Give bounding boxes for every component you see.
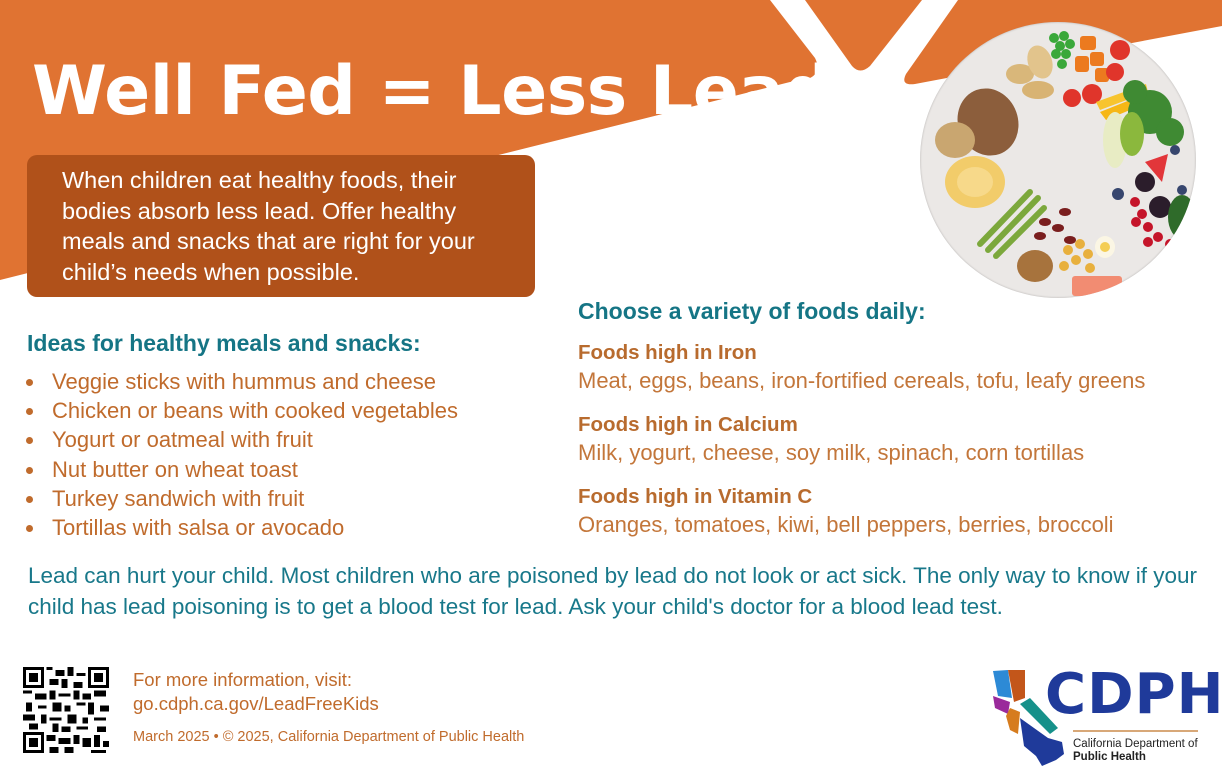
bullet-icon — [26, 525, 33, 533]
food-group-title: Foods high in Calcium — [578, 413, 798, 436]
list-item: Nut butter on wheat toast — [22, 455, 458, 484]
list-item: Turkey sandwich with fruit — [22, 484, 458, 513]
list-item: Tortillas with salsa or avocado — [22, 513, 458, 542]
lead-warning-text: Lead can hurt your child. Most children … — [28, 563, 1197, 619]
food-group-items: Milk, yogurt, cheese, soy milk, spinach,… — [578, 440, 1085, 465]
cdph-logo-text: CDPH — [1045, 662, 1222, 727]
food-group-vitamin-c: Foods high in Vitamin C Oranges, tomatoe… — [578, 484, 1114, 540]
food-group-iron: Foods high in Iron Meat, eggs, beans, ir… — [578, 340, 1145, 396]
logo-divider — [1073, 730, 1198, 732]
plate-foods-illustration — [935, 31, 1196, 296]
list-item: Chicken or beans with cooked vegetables — [22, 396, 458, 425]
cdph-logo-subtitle: California Department of Public Health — [1073, 738, 1198, 763]
more-info: For more information, visit: go.cdph.ca.… — [133, 668, 379, 716]
page-title: Well Fed = Less Lead — [32, 52, 832, 131]
food-group-calcium: Foods high in Calcium Milk, yogurt, chee… — [578, 412, 1084, 468]
intro-text: When children eat healthy foods, their b… — [62, 167, 475, 285]
ideas-list: Veggie sticks with hummus and cheese Chi… — [22, 367, 458, 542]
food-group-title: Foods high in Vitamin C — [578, 485, 813, 508]
list-item: Yogurt or oatmeal with fruit — [22, 425, 458, 454]
food-plate-image — [920, 22, 1196, 298]
qr-code-icon[interactable] — [23, 667, 109, 753]
ideas-heading: Ideas for healthy meals and snacks: — [27, 330, 421, 356]
variety-heading: Choose a variety of foods daily: — [578, 298, 926, 324]
bullet-icon — [26, 408, 33, 416]
list-item: Veggie sticks with hummus and cheese — [22, 367, 458, 396]
bullet-icon — [26, 466, 33, 474]
date-copyright: March 2025 • © 2025, California Departme… — [133, 729, 525, 745]
more-info-label: For more information, visit: — [133, 669, 352, 690]
bullet-icon — [26, 495, 33, 503]
bullet-icon — [26, 437, 33, 445]
intro-box: When children eat healthy foods, their b… — [27, 155, 535, 297]
food-group-items: Oranges, tomatoes, kiwi, bell peppers, b… — [578, 512, 1114, 537]
food-group-items: Meat, eggs, beans, iron-fortified cereal… — [578, 368, 1146, 393]
bullet-icon — [26, 379, 33, 386]
more-info-link[interactable]: go.cdph.ca.gov/LeadFreeKids — [133, 693, 379, 714]
california-map-logo-icon — [993, 670, 1064, 766]
food-group-title: Foods high in Iron — [578, 341, 757, 364]
